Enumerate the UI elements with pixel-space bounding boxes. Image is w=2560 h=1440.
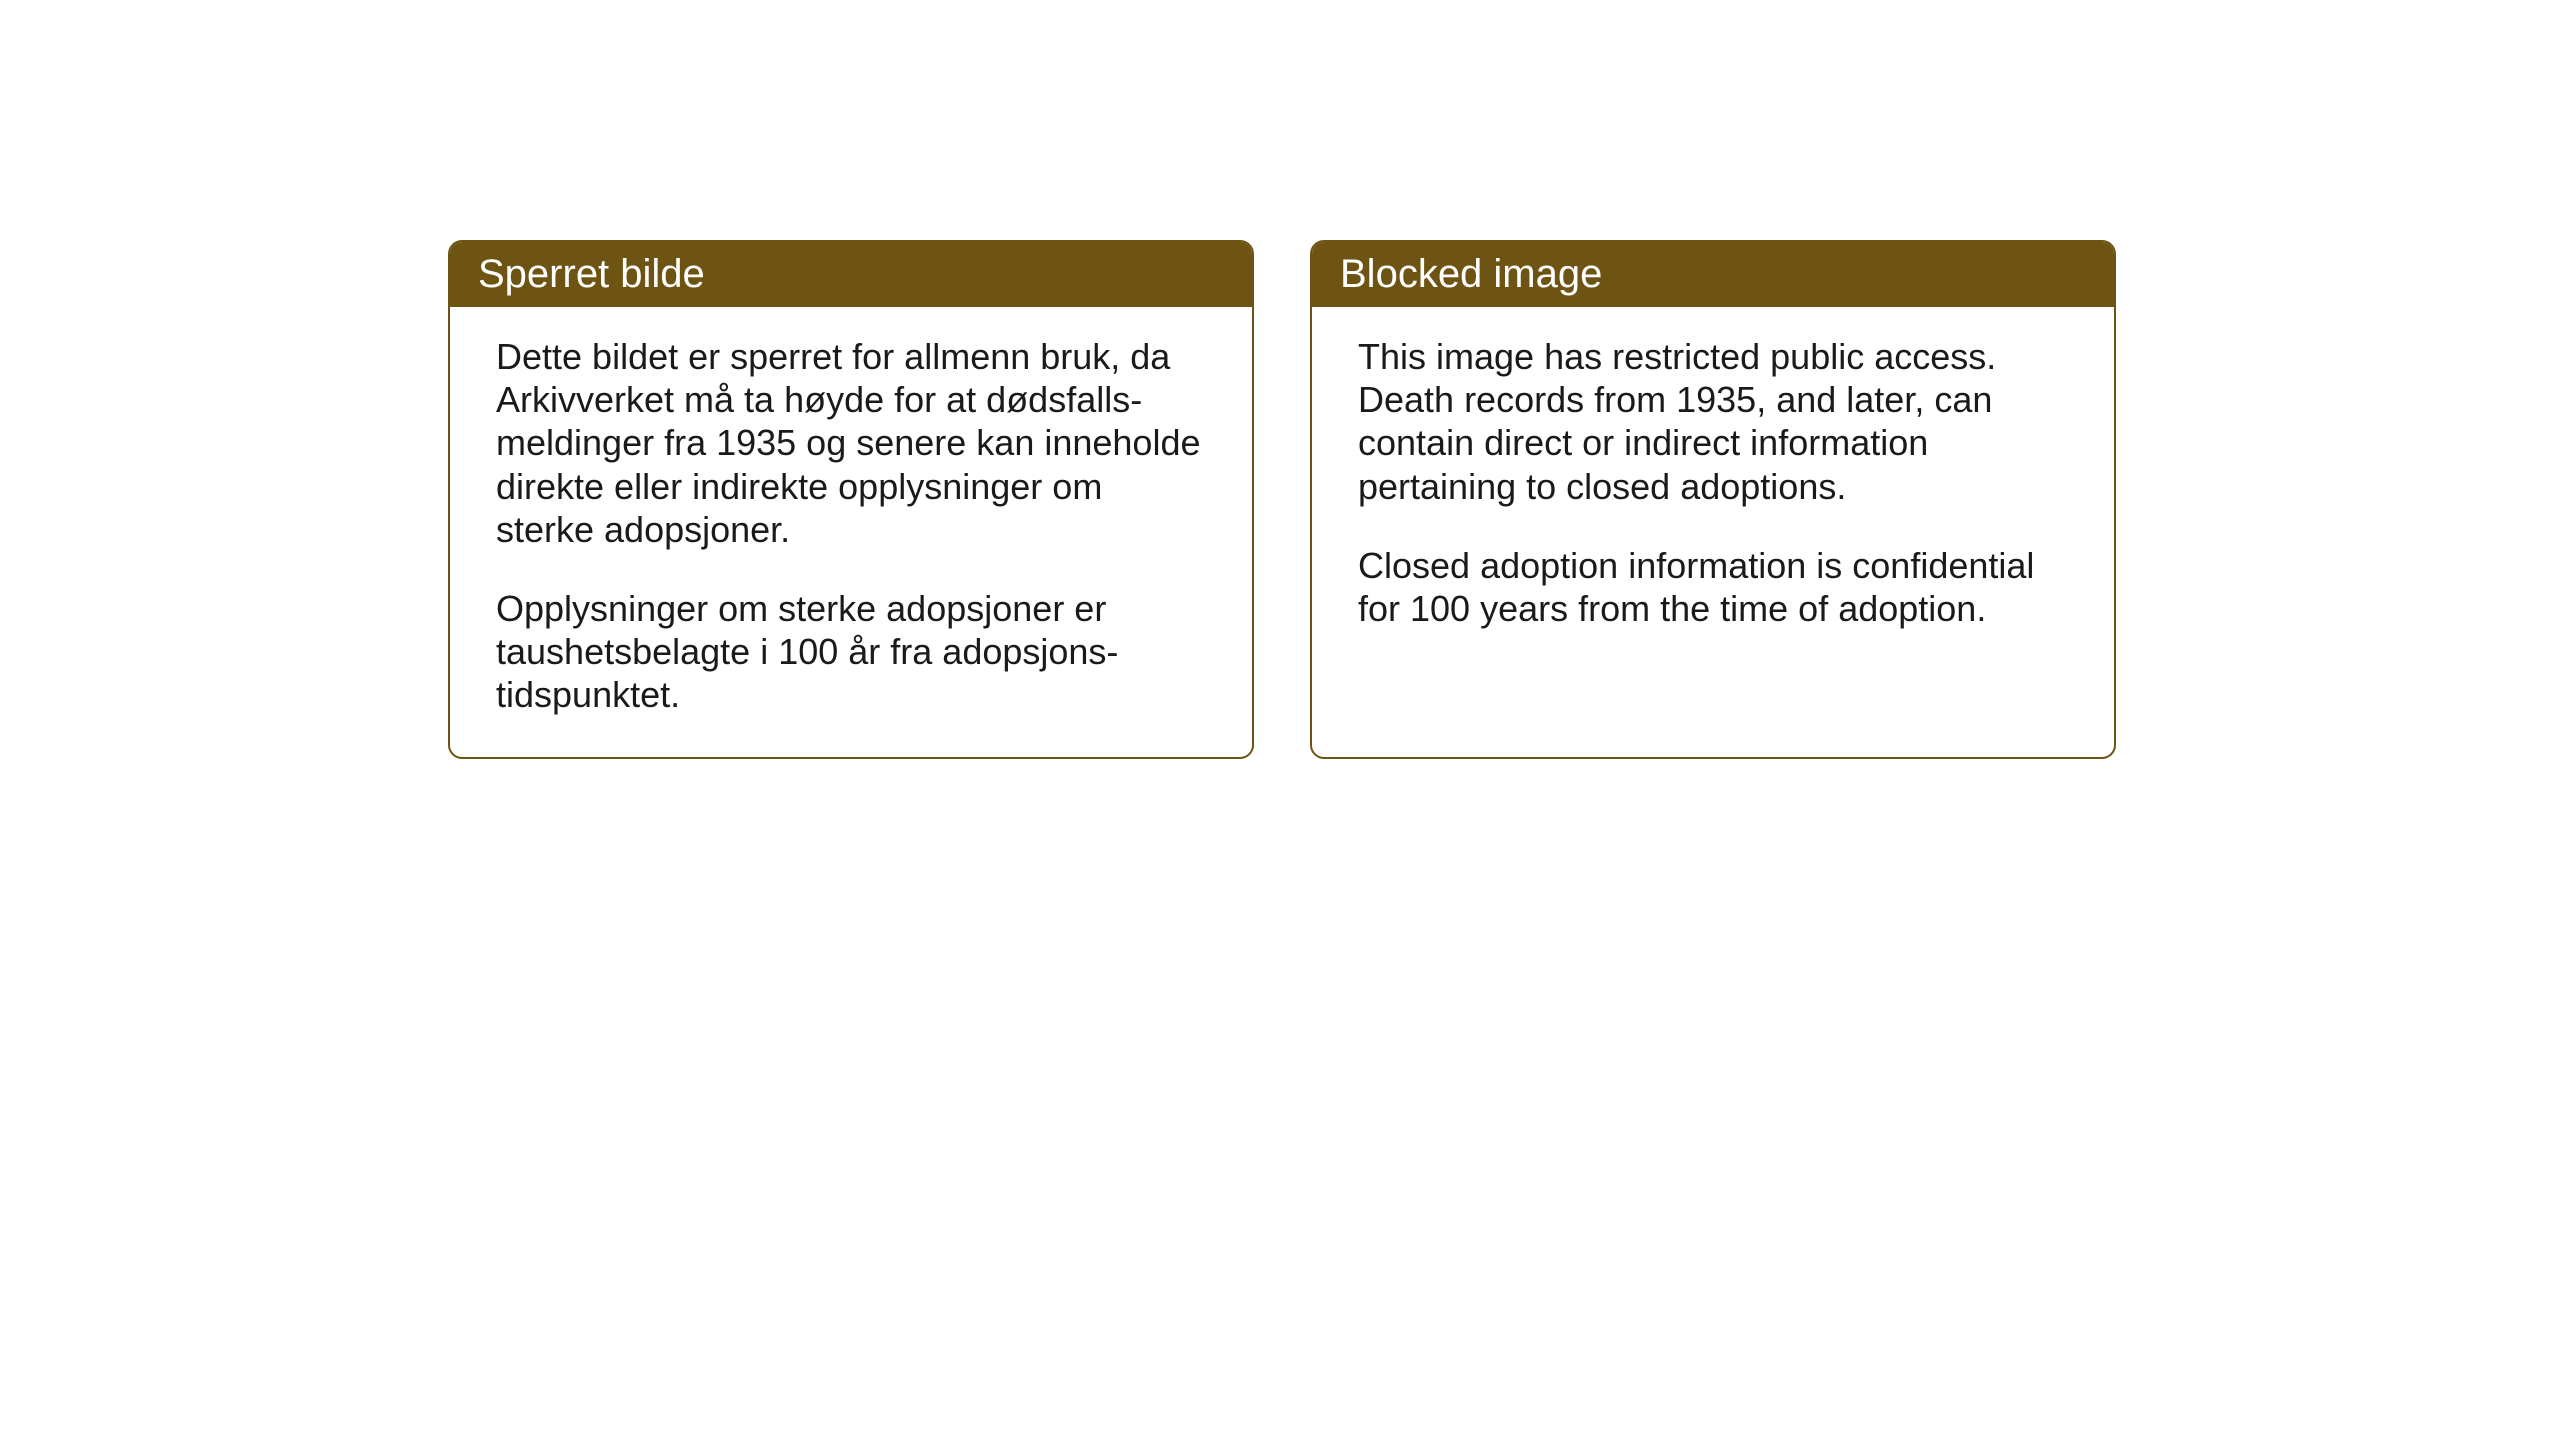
norwegian-card-header: Sperret bilde	[450, 242, 1252, 307]
english-paragraph-1: This image has restricted public access.…	[1358, 335, 2068, 508]
english-paragraph-2: Closed adoption information is confident…	[1358, 544, 2068, 630]
norwegian-paragraph-1: Dette bildet er sperret for allmenn bruk…	[496, 335, 1206, 551]
english-info-card: Blocked image This image has restricted …	[1310, 240, 2116, 759]
norwegian-info-card: Sperret bilde Dette bildet er sperret fo…	[448, 240, 1254, 759]
english-card-body: This image has restricted public access.…	[1312, 307, 2114, 670]
norwegian-card-body: Dette bildet er sperret for allmenn bruk…	[450, 307, 1252, 757]
info-cards-container: Sperret bilde Dette bildet er sperret fo…	[448, 240, 2116, 759]
english-card-header: Blocked image	[1312, 242, 2114, 307]
norwegian-paragraph-2: Opplysninger om sterke adopsjoner er tau…	[496, 587, 1206, 717]
